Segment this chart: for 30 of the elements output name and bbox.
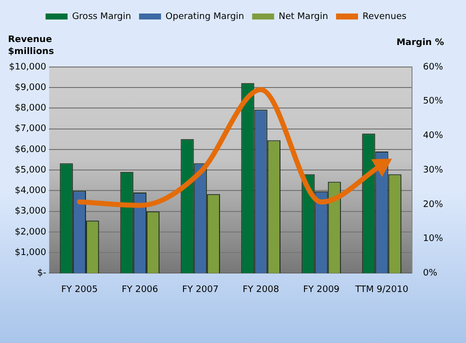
y-tick-label: $5,000 bbox=[14, 165, 46, 176]
legend-label: Operating Margin bbox=[166, 12, 244, 22]
x-tick-label: FY 2006 bbox=[122, 284, 158, 295]
y2-tick-label: 40% bbox=[422, 131, 444, 142]
y2-tick-label: 60% bbox=[422, 62, 444, 72]
x-tick-label: FY 2008 bbox=[242, 284, 280, 295]
y2-tick-label: 10% bbox=[422, 234, 444, 244]
legend-label: Gross Margin bbox=[72, 12, 132, 22]
y2-tick-label: 0% bbox=[422, 268, 438, 279]
y-tick-label: $4,000 bbox=[14, 186, 46, 196]
y-tick-label: $10,000 bbox=[9, 62, 46, 72]
x-tick-label: FY 2009 bbox=[303, 284, 340, 295]
y-tick-label: $2,000 bbox=[14, 227, 46, 238]
y-axis-title: Revenue $millions bbox=[8, 34, 55, 58]
y2-axis-title: Margin % bbox=[396, 38, 444, 48]
x-tick-label: TTM 9/2010 bbox=[354, 284, 409, 295]
y-tick-label: $7,000 bbox=[14, 124, 46, 134]
x-tick-label: FY 2005 bbox=[61, 284, 98, 295]
y2-tick-label: 50% bbox=[422, 96, 444, 107]
legend-label: Revenues bbox=[362, 12, 407, 22]
y-tick-label: $1,000 bbox=[14, 248, 46, 258]
x-tick-label: FY 2007 bbox=[182, 284, 219, 295]
y2-tick-label: 20% bbox=[422, 200, 444, 210]
y-tick-label: $9,000 bbox=[14, 82, 46, 93]
y2-tick-label: 30% bbox=[422, 165, 444, 176]
y-tick-label: $6,000 bbox=[14, 144, 46, 155]
legend-label: Net Margin bbox=[278, 12, 328, 22]
y-tick-label: $3,000 bbox=[14, 206, 46, 217]
y-tick-label: $- bbox=[37, 268, 46, 279]
y-tick-label: $8,000 bbox=[14, 104, 46, 114]
